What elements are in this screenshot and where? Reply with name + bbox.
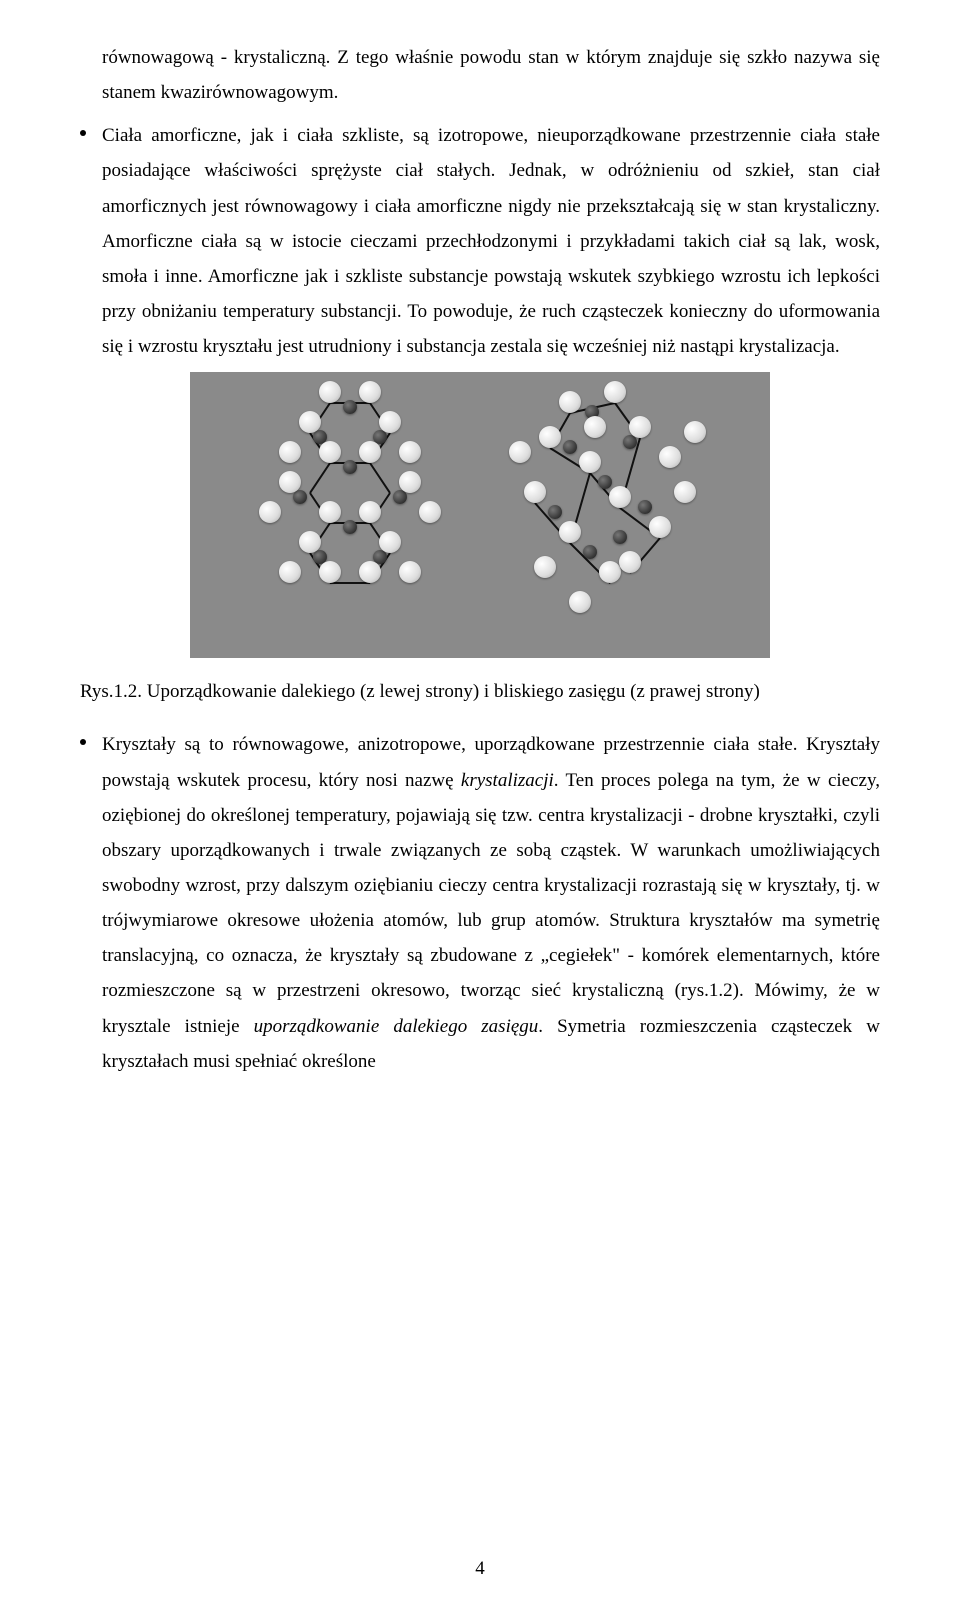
atom-light — [259, 501, 281, 523]
text-italic: krystalizacji — [461, 770, 554, 791]
atom-dark — [393, 490, 407, 504]
atom-light — [604, 381, 626, 403]
atom-light — [509, 441, 531, 463]
bullet-icon — [80, 739, 86, 745]
figure-container — [80, 372, 880, 658]
atom-light — [584, 416, 606, 438]
text-run: . Ten proces polega na tym, że w cieczy,… — [102, 770, 880, 1037]
figure-image — [190, 372, 770, 658]
atom-light — [279, 441, 301, 463]
atom-light — [659, 446, 681, 468]
page-number: 4 — [0, 1558, 960, 1580]
atom-light — [319, 381, 341, 403]
paragraph-continuation: równowagową - krystaliczną. Z tego właśn… — [80, 40, 880, 110]
atom-light — [419, 501, 441, 523]
atom-light — [359, 501, 381, 523]
atom-light — [579, 451, 601, 473]
atom-light — [569, 591, 591, 613]
body-text-1: równowagową - krystaliczną. Z tego właśn… — [102, 40, 880, 110]
atom-light — [524, 481, 546, 503]
atom-light — [399, 441, 421, 463]
atom-light — [319, 441, 341, 463]
atom-light — [279, 561, 301, 583]
atom-dark — [638, 500, 652, 514]
atom-light — [359, 561, 381, 583]
bond — [309, 463, 331, 494]
atom-dark — [343, 460, 357, 474]
atom-light — [649, 516, 671, 538]
atom-light — [359, 441, 381, 463]
body-text-2: Ciała amorficzne, jak i ciała szkliste, … — [102, 118, 880, 364]
bullet-icon — [80, 130, 86, 136]
atom-light — [319, 501, 341, 523]
paragraph-bullet-3: Kryształy są to równowagowe, anizotropow… — [80, 727, 880, 1078]
atom-light — [534, 556, 556, 578]
atom-light — [379, 411, 401, 433]
figure-caption: Rys.1.2. Uporządkowanie dalekiego (z lew… — [80, 674, 880, 709]
atom-light — [379, 531, 401, 553]
atom-dark — [343, 520, 357, 534]
atom-light — [684, 421, 706, 443]
atom-light — [399, 471, 421, 493]
atom-light — [619, 551, 641, 573]
atom-light — [399, 561, 421, 583]
atom-dark — [548, 505, 562, 519]
atom-dark — [563, 440, 577, 454]
atom-light — [359, 381, 381, 403]
atom-dark — [613, 530, 627, 544]
atom-light — [539, 426, 561, 448]
atom-dark — [623, 435, 637, 449]
bond — [369, 463, 391, 494]
atom-dark — [343, 400, 357, 414]
atom-light — [629, 416, 651, 438]
paragraph-bullet-2: Ciała amorficzne, jak i ciała szkliste, … — [80, 118, 880, 364]
body-text-3: Kryształy są to równowagowe, anizotropow… — [102, 727, 880, 1078]
atom-light — [559, 521, 581, 543]
atom-light — [609, 486, 631, 508]
text-italic: uporządkowanie dalekiego zasięgu — [254, 1016, 539, 1037]
atom-dark — [583, 545, 597, 559]
atom-dark — [293, 490, 307, 504]
atom-light — [319, 561, 341, 583]
bond — [330, 582, 370, 584]
atom-dark — [598, 475, 612, 489]
atom-light — [599, 561, 621, 583]
atom-light — [674, 481, 696, 503]
